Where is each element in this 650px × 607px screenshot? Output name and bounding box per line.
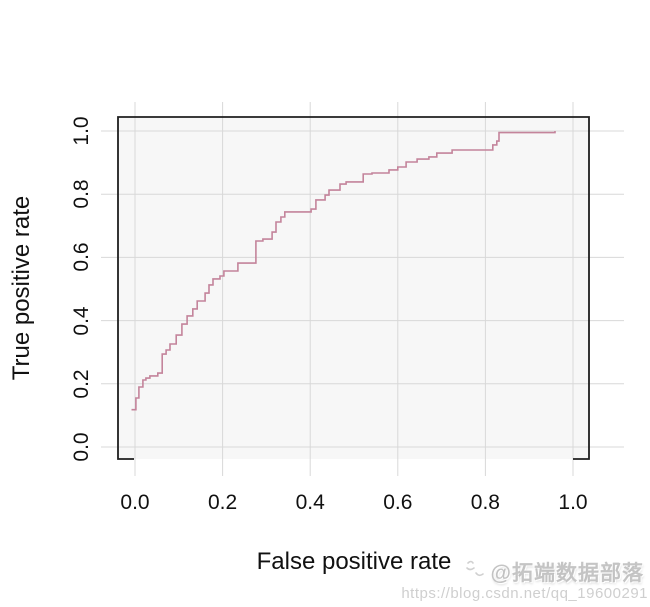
x-tick-label: 0.4 bbox=[295, 491, 325, 514]
y-tick-label: 1.0 bbox=[70, 116, 93, 146]
x-tick-label: 0.6 bbox=[383, 491, 413, 514]
roc-curve bbox=[131, 131, 556, 411]
x-tick-label: 0.2 bbox=[207, 491, 238, 514]
x-tick-label: 0.8 bbox=[470, 491, 500, 514]
x-axis-title: False positive rate bbox=[256, 548, 452, 575]
x-tick-label: 0.0 bbox=[120, 491, 150, 514]
y-tick-label: 0.6 bbox=[70, 242, 93, 272]
watermark-handle: @拓端数据部落 bbox=[465, 557, 644, 587]
y-tick-label: 0.4 bbox=[70, 306, 93, 336]
plot-border bbox=[117, 116, 590, 460]
watermark-url: https://blog.csdn.net/qq_19600291 bbox=[401, 585, 648, 602]
y-tick-label: 0.8 bbox=[70, 179, 93, 209]
watermark-logo-icon bbox=[465, 559, 489, 585]
y-tick-label: 0.0 bbox=[70, 432, 93, 462]
x-tick-label: 1.0 bbox=[558, 491, 588, 514]
y-tick-label: 0.2 bbox=[70, 369, 93, 399]
plot-panel bbox=[118, 117, 589, 459]
watermark-handle-text: @拓端数据部落 bbox=[490, 562, 644, 585]
y-axis-title: True positive rate bbox=[8, 195, 35, 381]
